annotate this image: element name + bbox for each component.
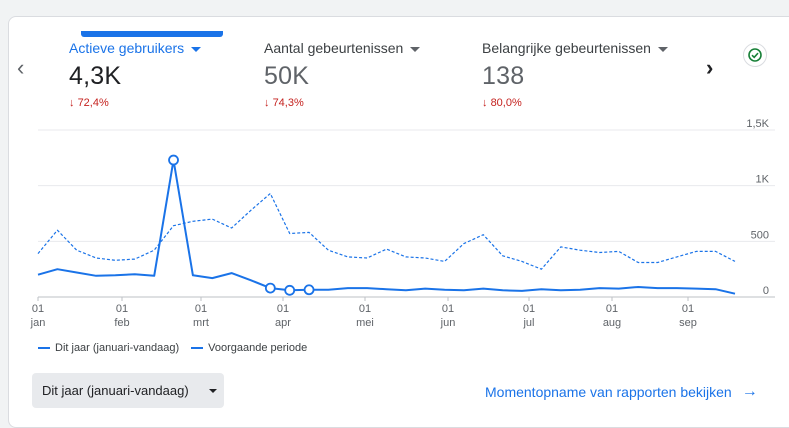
x-tick-month: sep (679, 317, 697, 329)
metric-delta: ↓ 74,3% (264, 97, 304, 109)
chevron-right-icon[interactable]: › (706, 55, 714, 80)
x-tick-day: 01 (277, 303, 289, 315)
data-point-marker (284, 284, 296, 296)
x-tick-day: 01 (606, 303, 618, 315)
chevron-down-icon (208, 388, 217, 393)
snapshot-link-label: Momentopname van rapporten bekijken (485, 384, 732, 400)
chevron-down-icon (410, 46, 421, 52)
x-tick-day: 01 (116, 303, 128, 315)
metric-value: 138 (482, 62, 525, 90)
y-tick-label: 500 (751, 229, 769, 241)
x-tick-month: apr (275, 317, 291, 329)
metric-label: Actieve gebruikers (69, 40, 202, 56)
check-circle-icon[interactable] (743, 43, 767, 67)
x-tick-month: jul (522, 317, 534, 329)
series-line-current (37, 159, 736, 295)
metric-delta: ↓ 72,4% (69, 97, 109, 109)
chevron-left-icon[interactable]: ‹ (17, 55, 25, 80)
x-tick-day: 01 (195, 303, 207, 315)
x-tick-day: 01 (523, 303, 535, 315)
x-tick-day: 01 (682, 303, 694, 315)
chevron-down-icon (191, 46, 202, 52)
metric-active-users[interactable]: Actieve gebruikers 4,3K ↓ 72,4% (69, 40, 202, 109)
legend-item-current: Dit jaar (januari-vandaag) (38, 342, 179, 354)
legend-label: Voorgaande periode (208, 342, 308, 354)
metric-key-events[interactable]: Belangrijke gebeurtenissen 138 ↓ 80,0% (482, 40, 668, 109)
legend-item-previous: Voorgaande periode (191, 342, 307, 354)
check-icon (748, 48, 762, 62)
chevron-down-icon (657, 46, 668, 52)
x-tick-month: aug (603, 317, 621, 329)
metric-event-count[interactable]: Aantal gebeurtenissen 50K ↓ 74,3% (264, 40, 421, 109)
y-tick-label: 1K (756, 174, 770, 186)
x-tick-month: feb (114, 317, 129, 329)
metric-value: 50K (264, 62, 310, 90)
legend-swatch-solid (38, 347, 50, 349)
arrow-down-icon: ↓ (482, 97, 488, 109)
data-point-marker (264, 282, 276, 294)
x-tick-day: 01 (442, 303, 454, 315)
y-tick-label: 0 (763, 285, 769, 297)
legend-label: Dit jaar (januari-vandaag) (55, 342, 180, 354)
date-range-dropdown[interactable]: Dit jaar (januari-vandaag) (32, 373, 224, 408)
chart-legend: Dit jaar (januari-vandaag) Voorgaande pe… (38, 342, 319, 354)
x-tick-month: jun (440, 317, 456, 329)
x-tick-day: 01 (359, 303, 371, 315)
arrow-down-icon: ↓ (69, 97, 75, 109)
metric-label: Belangrijke gebeurtenissen (482, 40, 668, 56)
x-tick-month: mrt (193, 317, 209, 329)
metric-delta: ↓ 80,0% (482, 97, 522, 109)
data-point-marker (168, 154, 179, 166)
line-chart: 0 500 1K 1,5K 01 jan 01 feb 01 mrt 01 apr 01 mei 01 jun… (30, 118, 775, 329)
date-range-label: Dit jaar (januari-vandaag) (42, 383, 189, 398)
metric-label: Aantal gebeurtenissen (264, 40, 421, 56)
y-tick-label: 1,5K (746, 118, 769, 130)
x-tick-month: mei (356, 317, 374, 329)
arrow-down-icon: ↓ (264, 97, 270, 109)
snapshot-link[interactable]: Momentopname van rapporten bekijken → (485, 383, 758, 401)
data-point-marker (303, 284, 315, 296)
active-tab-indicator (81, 31, 223, 37)
x-tick-day: 01 (32, 303, 44, 315)
legend-swatch-dashed (191, 347, 204, 349)
metric-value: 4,3K (69, 62, 122, 90)
arrow-right-icon: → (741, 383, 758, 400)
report-card (8, 16, 789, 428)
x-tick-month: jan (30, 317, 46, 329)
series-line-previous (37, 192, 736, 270)
